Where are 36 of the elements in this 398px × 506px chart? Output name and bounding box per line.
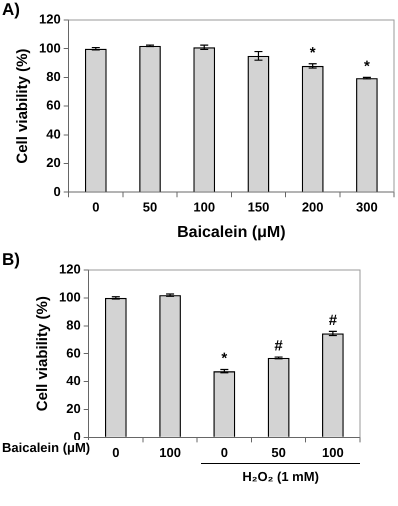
x-tick-label: 100: [322, 444, 344, 460]
text: H₂O₂ (1 mM): [241, 469, 320, 484]
y-tick-label: 0: [53, 184, 61, 199]
y-tick-label: 20: [46, 155, 61, 170]
y-tick-label: 60: [66, 345, 81, 360]
chart-title: A): [2, 0, 20, 20]
x-tick-label: 0: [112, 444, 120, 460]
y-tick-label: 100: [58, 289, 81, 304]
y-tick-label: 100: [38, 40, 61, 56]
x-axis-title: Baicalein (μM): [2, 440, 90, 455]
y-tick-label: 40: [66, 373, 81, 388]
x-tick-label: 150: [248, 200, 270, 215]
y-axis-title: Cell viability (%): [14, 48, 32, 164]
data-label: #: [328, 312, 338, 330]
x-tick-label: 0: [220, 444, 228, 460]
data-label: *: [364, 58, 370, 76]
y-axis-title: Cell viability (%): [34, 296, 52, 412]
y-tick-label: 80: [66, 317, 81, 332]
y-tick-label: 120: [58, 262, 81, 277]
y-tick-label: 40: [46, 126, 61, 142]
x-tick-label: 0: [92, 200, 100, 215]
data-label: *: [310, 44, 316, 62]
y-tick-label: 60: [46, 98, 61, 113]
x-tick-label: 50: [142, 200, 158, 215]
x-axis-title: Baicalein (μM): [177, 224, 286, 241]
x-tick-label: 300: [356, 200, 378, 215]
data-label: *: [221, 350, 228, 368]
y-tick-label: 80: [46, 68, 61, 84]
x-tick-label: 100: [159, 444, 181, 460]
x-tick-label: 100: [193, 200, 216, 215]
chart-title: B): [2, 250, 20, 270]
y-tick-label: 120: [38, 12, 61, 27]
data-label: #: [274, 338, 284, 355]
x-tick-label: 50: [271, 444, 286, 460]
y-tick-label: 20: [66, 401, 81, 416]
x-tick-label: 200: [302, 200, 324, 215]
